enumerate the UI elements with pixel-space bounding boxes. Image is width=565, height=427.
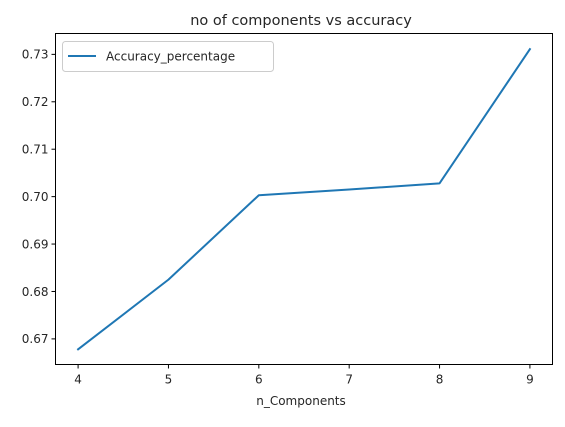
legend-label: Accuracy_percentage bbox=[106, 50, 235, 64]
x-tick-label: 9 bbox=[526, 373, 534, 387]
x-tick-label: 8 bbox=[436, 373, 444, 387]
legend-box bbox=[62, 41, 274, 72]
y-tick-label: 0.67 bbox=[22, 332, 49, 346]
y-tick-label: 0.68 bbox=[22, 285, 49, 299]
x-tick-label: 6 bbox=[255, 373, 263, 387]
y-tick-label: 0.71 bbox=[22, 143, 49, 157]
y-tick-label: 0.69 bbox=[22, 237, 49, 251]
series-line-1 bbox=[76, 47, 532, 351]
x-tick-label: 7 bbox=[345, 373, 353, 387]
y-tick-label: 0.73 bbox=[22, 48, 49, 62]
y-tick-label: 0.72 bbox=[22, 95, 49, 109]
x-axis: 4 5 6 7 8 9 bbox=[74, 364, 534, 387]
x-axis-label: n_Components bbox=[256, 394, 346, 408]
plot-area-frame bbox=[55, 33, 553, 365]
legend: Accuracy_percentage bbox=[62, 41, 274, 72]
y-axis: 0.67 0.68 0.69 0.70 0.71 0.72 0.73 bbox=[22, 48, 56, 346]
y-tick-label: 0.70 bbox=[22, 190, 49, 204]
x-tick-label: 5 bbox=[165, 373, 173, 387]
x-tick-label: 4 bbox=[74, 373, 82, 387]
chart-title: no of components vs accuracy bbox=[190, 13, 412, 29]
series-layer bbox=[76, 47, 532, 351]
